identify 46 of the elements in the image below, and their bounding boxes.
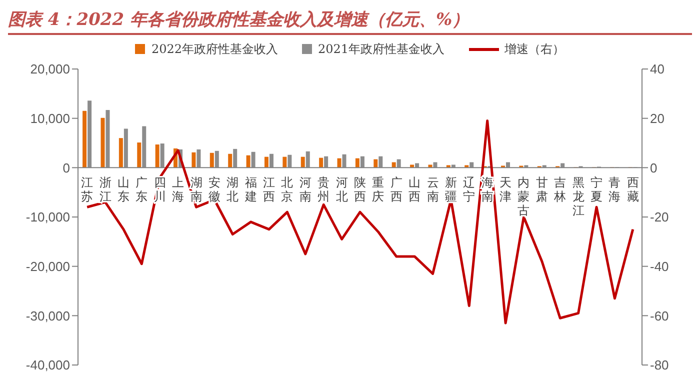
x-tick-label: 内蒙古 xyxy=(518,175,530,218)
x-tick-label: 甘肃 xyxy=(536,175,548,204)
x-tick-label: 广东 xyxy=(136,175,148,204)
x-tick-label: 云南 xyxy=(426,175,439,204)
x-tick-label: 陕西 xyxy=(354,175,366,204)
y2-tick-label: -20 xyxy=(650,210,669,225)
x-tick-label: 上海 xyxy=(172,175,184,204)
y-tick-label: -10,000 xyxy=(26,210,70,225)
y2-tick-label: 20 xyxy=(650,110,664,126)
x-tick-label: 河南 xyxy=(299,175,312,204)
y2-tick-label: -60 xyxy=(650,308,669,324)
x-tick-label: 山东 xyxy=(117,175,130,204)
x-tick-label: 吉林 xyxy=(553,175,566,204)
x-tick-label: 辽宁 xyxy=(463,175,476,204)
x-tick-label: 青海 xyxy=(608,175,621,204)
x-tick-label: 宁夏 xyxy=(590,175,603,204)
y-tick-label: 0 xyxy=(62,160,70,176)
x-tick-label: 重庆 xyxy=(372,175,384,204)
x-tick-label: 北京 xyxy=(281,175,294,204)
legend-label: 2022年政府性基金收入 xyxy=(150,40,278,58)
legend-label: 2021年政府性基金收入 xyxy=(317,40,445,58)
chart-title: 图表 4：2022 年各省份政府性基金收入及增速（亿元、%） xyxy=(8,8,692,35)
x-tick-label: 山西 xyxy=(408,175,421,204)
x-tick-label: 江西 xyxy=(263,175,276,204)
x-tick-label: 广西 xyxy=(390,175,402,204)
y2-tick-label: -40 xyxy=(650,258,669,274)
x-tick-label: 湖北 xyxy=(226,175,239,204)
y2-tick-label: 40 xyxy=(650,62,664,77)
y-tick-label: 10,000 xyxy=(30,110,70,126)
x-tick-label: 浙江 xyxy=(99,175,112,204)
x-tick-label: 天津 xyxy=(500,175,512,204)
y-tick-label: -40,000 xyxy=(26,358,70,373)
x-tick-label: 西藏 xyxy=(626,175,639,204)
x-tick-label: 新疆 xyxy=(444,175,457,204)
y-tick-label: -30,000 xyxy=(26,308,70,324)
x-tick-label: 贵州 xyxy=(318,175,330,204)
x-tick-label: 江苏 xyxy=(81,175,94,204)
x-tick-label: 福建 xyxy=(244,175,257,204)
y2-tick-label: 0 xyxy=(650,160,658,176)
y2-tick-label: -80 xyxy=(650,358,669,373)
x-tick-label: 安徽 xyxy=(208,175,220,204)
legend-label: 增速（右） xyxy=(504,40,565,58)
y-tick-label: 20,000 xyxy=(30,62,70,77)
x-tick-label: 河北 xyxy=(336,175,348,204)
x-tick-label: 黑龙江 xyxy=(572,175,584,218)
y-tick-label: -20,000 xyxy=(26,258,70,274)
